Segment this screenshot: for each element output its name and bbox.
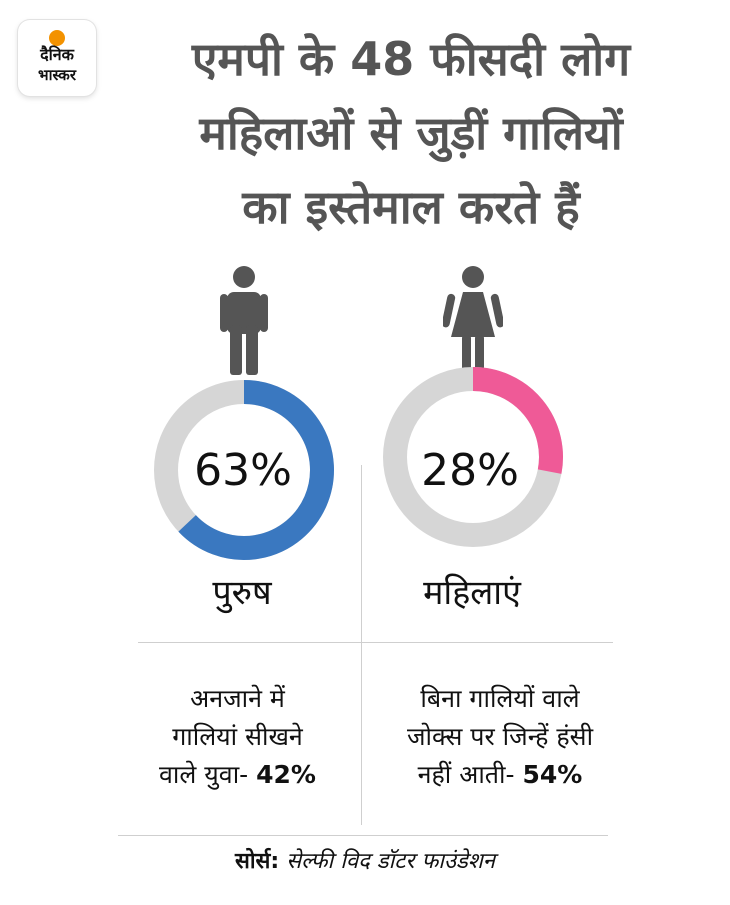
- source-text: सेल्फी विद डॉटर फाउंडेशन: [279, 849, 495, 874]
- woman-icon: [443, 266, 503, 375]
- middle-divider: [138, 642, 613, 643]
- page-title: एमपी के 48 फीसदी लोग महिलाओं से जुड़ीं ग…: [105, 22, 717, 244]
- series-name-men: पुरुष: [212, 573, 272, 613]
- stat-right-line-3: नहीं आती- 54%: [370, 756, 630, 794]
- stat-left-line-2: गालियां सीखने: [172, 722, 303, 751]
- stat-left: अनजाने में गालियां सीखने वाले युवा- 42%: [130, 680, 345, 794]
- logo-text-top: दैनिक: [40, 45, 74, 64]
- stat-right-line-1: बिना गालियों वाले: [420, 684, 580, 713]
- donut-slice-0: [178, 380, 334, 560]
- bottom-divider: [118, 835, 608, 836]
- stat-right-line-2: जोक्स पर जिन्हें हंसी: [406, 722, 594, 751]
- stat-left-text: वाले युवा-: [159, 760, 257, 789]
- logo-text-bottom: भास्कर: [38, 66, 76, 84]
- donut-label-women: 28%: [421, 445, 519, 496]
- source-note: सोर्स: सेल्फी विद डॉटर फाउंडेशन: [0, 845, 730, 875]
- title-line-3: का इस्तेमाल करते हैं: [242, 180, 580, 234]
- stat-right-text: नहीं आती-: [417, 760, 523, 789]
- stat-right: बिना गालियों वाले जोक्स पर जिन्हें हंसी …: [370, 680, 630, 794]
- stat-left-line-1: अनजाने में: [190, 684, 285, 713]
- donut-label-men: 63%: [194, 445, 292, 496]
- donut-slice-1: [472, 367, 563, 474]
- stat-right-value: 54%: [522, 760, 583, 789]
- source-label: सोर्स:: [234, 849, 280, 874]
- stat-left-value: 42%: [256, 760, 316, 789]
- center-divider: [361, 465, 362, 825]
- logo-dot-icon: [49, 30, 65, 46]
- man-icon: [220, 266, 268, 375]
- series-name-women: महिलाएं: [423, 573, 521, 613]
- title-line-1: एमपी के 48 फीसदी लोग: [191, 32, 631, 86]
- title-line-2: महिलाओं से जुड़ीं गालियों: [199, 106, 623, 160]
- stat-left-line-3: वाले युवा- 42%: [130, 756, 345, 794]
- brand-logo: दैनिक भास्कर: [18, 20, 96, 96]
